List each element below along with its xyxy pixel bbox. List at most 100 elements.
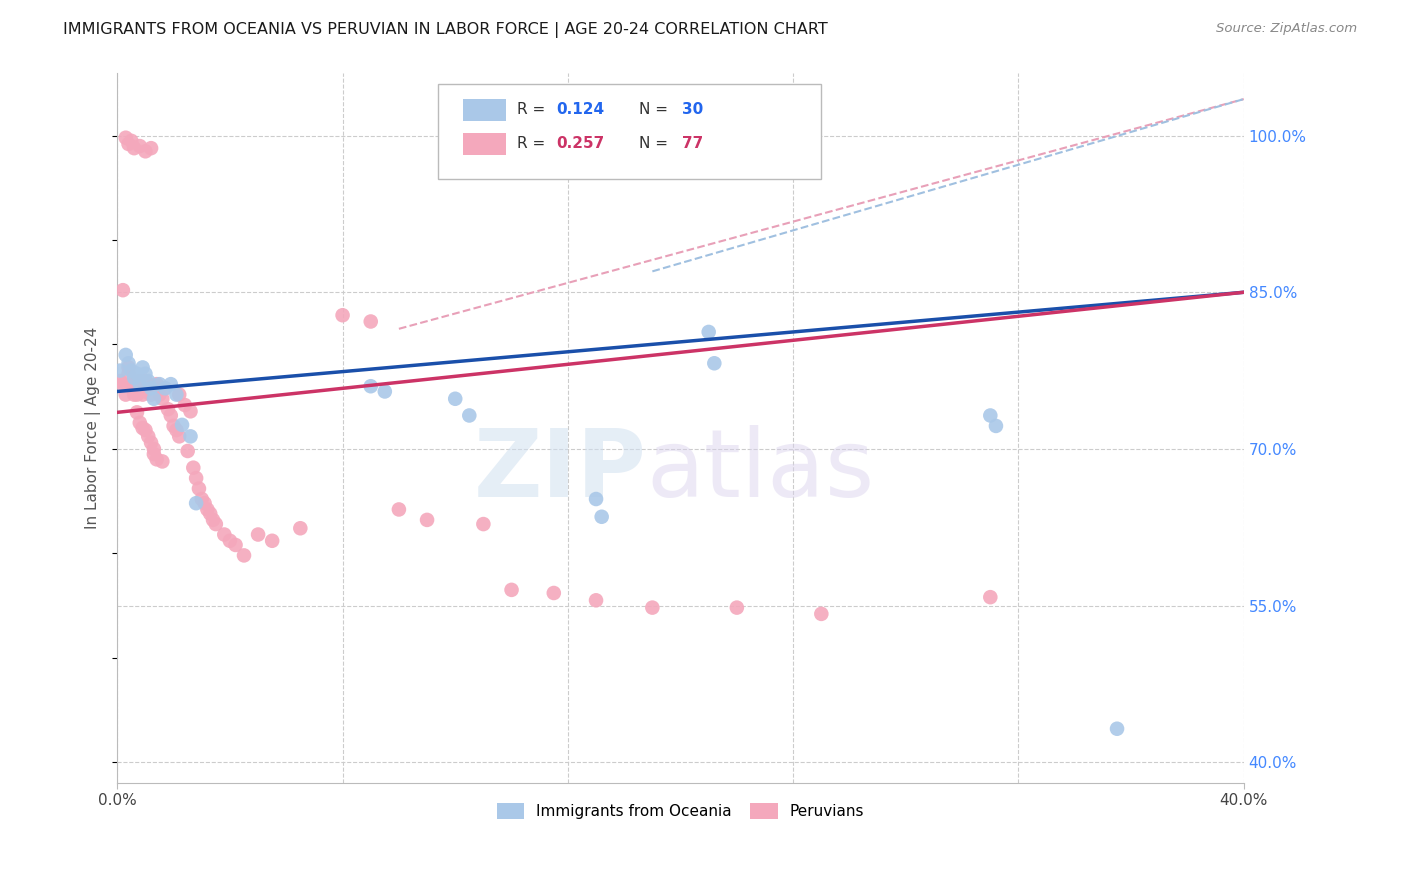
Point bbox=[142, 442, 165, 456]
Point bbox=[416, 513, 439, 527]
Point bbox=[125, 387, 148, 401]
Point bbox=[810, 607, 832, 621]
Point bbox=[184, 471, 207, 485]
Point bbox=[167, 387, 190, 401]
Point bbox=[117, 136, 139, 151]
Point bbox=[128, 377, 150, 392]
Point bbox=[725, 600, 748, 615]
Point bbox=[139, 435, 162, 450]
Point bbox=[202, 513, 225, 527]
Point bbox=[131, 387, 153, 401]
Point bbox=[984, 418, 1007, 433]
Point bbox=[128, 139, 150, 153]
Text: Source: ZipAtlas.com: Source: ZipAtlas.com bbox=[1216, 22, 1357, 36]
Point bbox=[543, 586, 565, 600]
Point bbox=[472, 517, 495, 532]
Point bbox=[194, 496, 217, 510]
Point bbox=[145, 452, 167, 467]
Point bbox=[173, 398, 195, 412]
Point bbox=[139, 381, 162, 395]
Point bbox=[167, 429, 190, 443]
Point bbox=[162, 418, 184, 433]
Point bbox=[332, 308, 354, 322]
Point bbox=[134, 145, 156, 159]
Point bbox=[585, 593, 607, 607]
Point bbox=[165, 423, 187, 437]
Point bbox=[111, 283, 134, 297]
Point bbox=[388, 502, 411, 516]
Point bbox=[197, 502, 219, 516]
Point bbox=[262, 533, 284, 548]
Point bbox=[148, 377, 170, 392]
Point bbox=[114, 130, 136, 145]
Text: atlas: atlas bbox=[647, 425, 875, 516]
Point bbox=[145, 377, 167, 392]
Point bbox=[111, 377, 134, 392]
Point bbox=[122, 141, 145, 155]
Point bbox=[114, 348, 136, 362]
Point bbox=[214, 527, 236, 541]
Legend: Immigrants from Oceania, Peruvians: Immigrants from Oceania, Peruvians bbox=[491, 797, 870, 825]
Point bbox=[122, 387, 145, 401]
Point bbox=[1105, 722, 1128, 736]
Point bbox=[190, 491, 212, 506]
Point bbox=[979, 409, 1001, 423]
Point bbox=[150, 392, 173, 406]
Point bbox=[136, 429, 159, 443]
Point bbox=[108, 374, 131, 388]
Point bbox=[179, 404, 201, 418]
Point bbox=[131, 421, 153, 435]
Point bbox=[458, 409, 481, 423]
Point bbox=[697, 325, 720, 339]
Point bbox=[233, 549, 256, 563]
Point bbox=[150, 454, 173, 468]
Point bbox=[159, 409, 181, 423]
Point bbox=[139, 387, 162, 401]
Point bbox=[120, 377, 142, 392]
Point bbox=[501, 582, 523, 597]
Point bbox=[134, 374, 156, 388]
Point bbox=[125, 405, 148, 419]
Point bbox=[290, 521, 312, 535]
Point bbox=[444, 392, 467, 406]
Point bbox=[153, 381, 176, 395]
Point bbox=[128, 384, 150, 399]
Point bbox=[591, 509, 613, 524]
Point bbox=[139, 141, 162, 155]
Text: N =: N = bbox=[638, 136, 672, 151]
Point bbox=[703, 356, 725, 370]
Point bbox=[125, 377, 148, 392]
Point bbox=[122, 371, 145, 385]
Point bbox=[205, 517, 228, 532]
Text: 30: 30 bbox=[682, 102, 703, 117]
FancyBboxPatch shape bbox=[439, 84, 821, 179]
Point bbox=[148, 387, 170, 401]
Point bbox=[159, 377, 181, 392]
Point bbox=[374, 384, 396, 399]
Point bbox=[165, 387, 187, 401]
Point bbox=[585, 491, 607, 506]
Point bbox=[108, 363, 131, 377]
Text: ZIP: ZIP bbox=[474, 425, 647, 516]
Text: IMMIGRANTS FROM OCEANIA VS PERUVIAN IN LABOR FORCE | AGE 20-24 CORRELATION CHART: IMMIGRANTS FROM OCEANIA VS PERUVIAN IN L… bbox=[63, 22, 828, 38]
Point bbox=[170, 417, 193, 432]
Point bbox=[122, 377, 145, 392]
Point bbox=[125, 367, 148, 381]
Point bbox=[979, 590, 1001, 604]
Point bbox=[153, 381, 176, 395]
Point bbox=[120, 363, 142, 377]
Point bbox=[200, 507, 222, 521]
Point bbox=[134, 384, 156, 399]
Point bbox=[156, 402, 179, 417]
Point bbox=[176, 444, 198, 458]
Point bbox=[181, 460, 204, 475]
Text: N =: N = bbox=[638, 102, 672, 117]
Point bbox=[142, 392, 165, 406]
Text: 0.124: 0.124 bbox=[557, 102, 605, 117]
Point bbox=[641, 600, 664, 615]
Point bbox=[120, 377, 142, 392]
Point bbox=[134, 367, 156, 381]
Point bbox=[117, 367, 139, 381]
Point bbox=[131, 360, 153, 375]
Point bbox=[360, 379, 382, 393]
